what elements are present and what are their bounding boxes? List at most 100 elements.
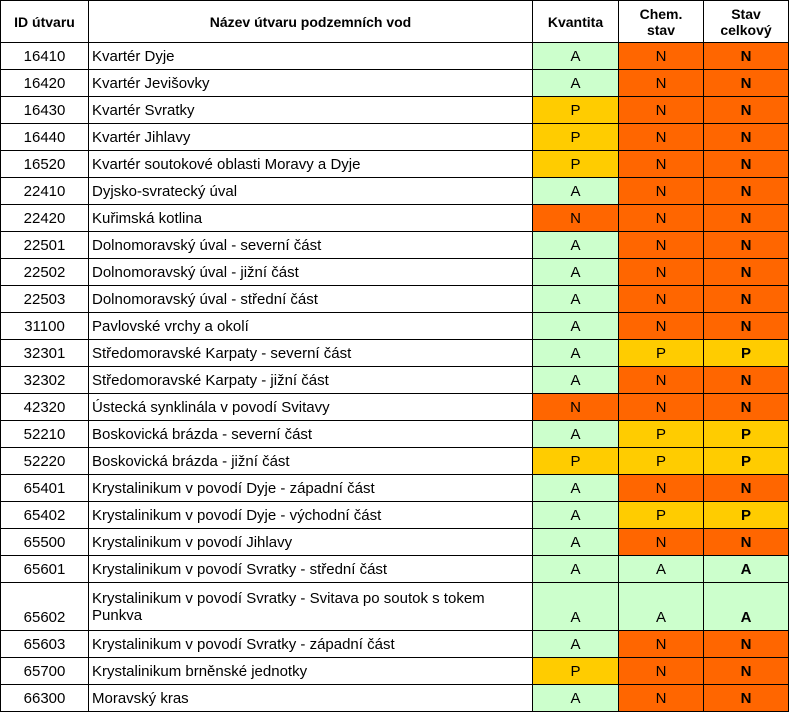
row-id: 16440 (0, 123, 89, 151)
row-id: 22410 (0, 177, 89, 205)
row-total-state: N (703, 474, 789, 502)
row-id: 22420 (0, 204, 89, 232)
row-quantity: A (532, 285, 619, 313)
row-total-state: N (703, 231, 789, 259)
row-id: 22502 (0, 258, 89, 286)
table-row: 65402 Krystalinikum v povodí Dyje - výcho… (0, 501, 789, 529)
row-total-state: N (703, 285, 789, 313)
row-chem-state: N (618, 231, 704, 259)
table-row: 22502 Dolnomoravský úval - jižní část A N N (0, 258, 789, 286)
row-id: 65402 (0, 501, 89, 529)
header-name: Název útvaru podzemních vod (88, 0, 533, 43)
row-name: Ústecká synklinála v povodí Svitavy (88, 393, 533, 421)
row-name: Krystalinikum v povodí Svratky - střední… (88, 555, 533, 583)
row-chem-state: N (618, 684, 704, 712)
table-row: 31100 Pavlovské vrchy a okolí A N N (0, 312, 789, 340)
row-quantity: A (532, 339, 619, 367)
table-row: 22410 Dyjsko-svratecký úval A N N (0, 177, 789, 205)
row-total-state: N (703, 177, 789, 205)
row-name: Středomoravské Karpaty - severní část (88, 339, 533, 367)
table-row: 65603 Krystalinikum v povodí Svratky - zá… (0, 630, 789, 658)
table-row: 16430 Kvartér Svratky P N N (0, 96, 789, 124)
row-chem-state: A (618, 555, 704, 583)
row-id: 65602 (0, 582, 89, 631)
row-id: 16430 (0, 96, 89, 124)
row-chem-state: N (618, 285, 704, 313)
row-quantity: A (532, 684, 619, 712)
table-row: 65500 Krystalinikum v povodí Jihlavy A N N (0, 528, 789, 556)
row-id: 65601 (0, 555, 89, 583)
row-total-state: P (703, 420, 789, 448)
row-chem-state: N (618, 150, 704, 178)
row-name: Krystalinikum brněnské jednotky (88, 657, 533, 685)
row-total-state: N (703, 684, 789, 712)
row-quantity: P (532, 447, 619, 475)
row-quantity: A (532, 177, 619, 205)
table-row: 22420 Kuřimská kotlina N N N (0, 204, 789, 232)
header-total-state: Stav celkový (703, 0, 789, 43)
row-total-state: N (703, 657, 789, 685)
row-total-state: P (703, 339, 789, 367)
row-chem-state: A (618, 582, 704, 631)
row-name: Dolnomoravský úval - jižní část (88, 258, 533, 286)
header-quantity: Kvantita (532, 0, 619, 43)
row-name: Kuřimská kotlina (88, 204, 533, 232)
row-chem-state: N (618, 630, 704, 658)
row-chem-state: P (618, 447, 704, 475)
row-quantity: A (532, 42, 619, 70)
table-row: 16440 Kvartér Jihlavy P N N (0, 123, 789, 151)
row-id: 66300 (0, 684, 89, 712)
table-row: 22501 Dolnomoravský úval - severní část A N… (0, 231, 789, 259)
table-row: 66300 Moravský kras A N N (0, 684, 789, 712)
row-name: Kvartér Svratky (88, 96, 533, 124)
row-chem-state: N (618, 177, 704, 205)
row-id: 16420 (0, 69, 89, 97)
table-row: 32301 Středomoravské Karpaty - severní čá… (0, 339, 789, 367)
row-id: 16520 (0, 150, 89, 178)
row-chem-state: N (618, 42, 704, 70)
row-name: Dolnomoravský úval - střední část (88, 285, 533, 313)
row-id: 65500 (0, 528, 89, 556)
table-row: 65401 Krystalinikum v povodí Dyje - západ… (0, 474, 789, 502)
row-total-state: P (703, 447, 789, 475)
row-chem-state: N (618, 393, 704, 421)
row-quantity: P (532, 657, 619, 685)
row-chem-state: N (618, 258, 704, 286)
row-name: Boskovická brázda - jižní část (88, 447, 533, 475)
row-total-state: N (703, 393, 789, 421)
row-chem-state: N (618, 657, 704, 685)
row-chem-state: N (618, 366, 704, 394)
row-id: 31100 (0, 312, 89, 340)
row-total-state: N (703, 96, 789, 124)
row-quantity: A (532, 258, 619, 286)
header-id: ID útvaru (0, 0, 89, 43)
row-chem-state: P (618, 501, 704, 529)
table-row: 65700 Krystalinikum brněnské jednotky P N N (0, 657, 789, 685)
table-row: 32302 Středomoravské Karpaty - jižní část… (0, 366, 789, 394)
row-name: Krystalinikum v povodí Dyje - východní č… (88, 501, 533, 529)
row-chem-state: N (618, 69, 704, 97)
row-name: Středomoravské Karpaty - jižní část (88, 366, 533, 394)
row-name: Pavlovské vrchy a okolí (88, 312, 533, 340)
row-quantity: A (532, 420, 619, 448)
row-quantity: A (532, 582, 619, 631)
table-row: 16520 Kvartér soutokové oblasti Moravy a … (0, 150, 789, 178)
row-name: Kvartér Dyje (88, 42, 533, 70)
row-total-state: A (703, 582, 789, 631)
row-total-state: N (703, 630, 789, 658)
table-row: 65602 Krystalinikum v povodí Svratky - Sv… (0, 582, 789, 631)
row-total-state: A (703, 555, 789, 583)
header-chem-state: Chem. stav (618, 0, 704, 43)
row-total-state: N (703, 123, 789, 151)
row-id: 52210 (0, 420, 89, 448)
row-quantity: A (532, 312, 619, 340)
row-chem-state: N (618, 474, 704, 502)
row-quantity: A (532, 69, 619, 97)
row-name: Kvartér Jevišovky (88, 69, 533, 97)
table-row: 16420 Kvartér Jevišovky A N N (0, 69, 789, 97)
row-total-state: N (703, 366, 789, 394)
row-name: Boskovická brázda - severní část (88, 420, 533, 448)
table-row: 16410 Kvartér Dyje A N N (0, 42, 789, 70)
row-id: 32302 (0, 366, 89, 394)
